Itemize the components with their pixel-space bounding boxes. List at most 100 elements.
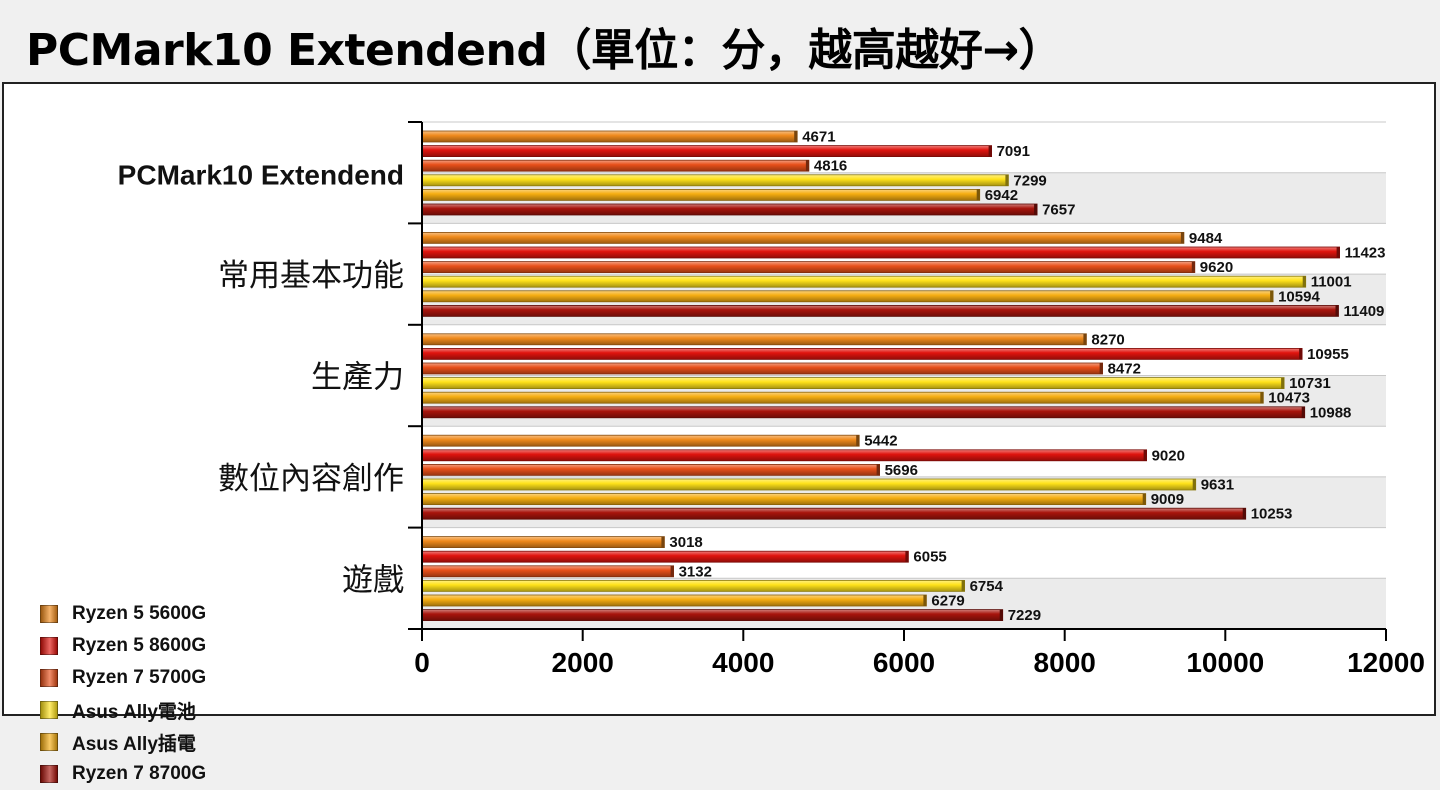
data-label: 10955 — [1307, 346, 1349, 363]
bar — [421, 565, 675, 578]
bar — [421, 130, 798, 143]
x-tick-label: 0 — [414, 647, 430, 678]
bar — [421, 203, 1038, 216]
data-label: 10594 — [1278, 288, 1320, 305]
data-label: 9484 — [1189, 230, 1223, 247]
bar-end-cap — [1281, 377, 1285, 389]
data-label: 10988 — [1310, 404, 1352, 421]
data-label: 5442 — [864, 433, 897, 450]
bar-end-cap — [1336, 247, 1340, 258]
bar — [421, 347, 1303, 360]
bar — [421, 478, 1197, 491]
bar — [421, 333, 1087, 346]
bar-end-cap — [1302, 276, 1306, 288]
legend-swatch — [40, 701, 58, 719]
legend-label: Ryzen 5 5600G — [72, 603, 207, 624]
data-label: 6942 — [985, 187, 1018, 204]
data-label: 6279 — [931, 593, 964, 610]
bar-end-cap — [976, 189, 980, 201]
bar-end-cap — [1191, 261, 1195, 273]
legend-label: Ryzen 7 8700G — [72, 763, 207, 784]
data-label: 3018 — [669, 534, 702, 551]
bar-end-cap — [1143, 449, 1147, 461]
bar — [421, 406, 1306, 419]
bar-end-cap — [1270, 290, 1274, 302]
x-tick-label: 4000 — [712, 647, 774, 678]
x-tick-label: 8000 — [1034, 647, 1096, 678]
bar — [421, 304, 1339, 317]
bar — [421, 507, 1247, 520]
legend-item: Ryzen 7 8700G — [40, 758, 206, 790]
legend-swatch — [40, 669, 58, 687]
legend-item: Ryzen 5 5600G — [40, 598, 206, 630]
data-label: 11423 — [1345, 245, 1386, 262]
bar — [421, 362, 1103, 375]
data-label: 5696 — [885, 462, 918, 479]
x-tick-label: 12000 — [1347, 647, 1425, 678]
category-label: 遊戲 — [342, 562, 404, 598]
bar — [421, 594, 927, 607]
category-label: 數位內容創作 — [218, 461, 404, 497]
data-label: 8472 — [1108, 361, 1141, 378]
bar-end-cap — [1260, 392, 1264, 404]
bar-end-cap — [1034, 204, 1038, 215]
x-tick-label: 10000 — [1186, 647, 1264, 678]
bar-end-cap — [961, 580, 965, 592]
data-label: 3132 — [679, 563, 712, 580]
legend-label: Ryzen 5 8600G — [72, 635, 207, 656]
data-label: 7657 — [1042, 202, 1075, 219]
bar-end-cap — [805, 160, 809, 172]
bar — [421, 231, 1185, 244]
category-label: 生產力 — [311, 360, 404, 396]
legend-label: Asus Ally插電 — [72, 733, 196, 755]
bar — [421, 174, 1009, 187]
data-label: 8270 — [1091, 331, 1124, 348]
data-label: 6055 — [913, 549, 946, 566]
data-label: 11409 — [1344, 303, 1385, 320]
bar-end-cap — [923, 595, 927, 606]
data-label: 10731 — [1289, 375, 1331, 392]
data-label: 6754 — [970, 578, 1004, 595]
data-label: 9009 — [1151, 491, 1184, 508]
legend-swatch — [40, 765, 58, 783]
bar — [421, 493, 1147, 506]
data-label: 7299 — [1013, 172, 1046, 189]
bar — [421, 449, 1147, 462]
bar — [421, 536, 665, 549]
bar-end-cap — [1299, 348, 1303, 360]
bar — [421, 275, 1307, 288]
data-label: 11001 — [1311, 274, 1352, 291]
bar — [421, 145, 992, 157]
data-label: 9020 — [1152, 447, 1185, 464]
bar — [421, 579, 965, 592]
bar — [421, 189, 981, 201]
data-label: 4671 — [802, 129, 835, 146]
bar — [421, 246, 1340, 259]
bar-end-cap — [1192, 479, 1196, 490]
chart-title: PCMark10 Extendend（單位：分，越高越好→） — [26, 25, 1063, 76]
legend-swatch — [40, 605, 58, 623]
bar — [421, 290, 1274, 303]
category-label: PCMark10 Extendend — [118, 160, 404, 191]
bar-end-cap — [1242, 508, 1246, 520]
bar — [421, 377, 1285, 390]
legend-label: Ryzen 7 5700G — [72, 667, 207, 688]
bar-end-cap — [988, 145, 992, 157]
data-label: 9620 — [1200, 259, 1233, 276]
data-label: 9631 — [1201, 477, 1234, 494]
data-label: 10473 — [1268, 390, 1310, 407]
bar — [421, 434, 860, 447]
legend-swatch — [40, 637, 58, 655]
bar-end-cap — [1180, 232, 1184, 244]
bar-end-cap — [1301, 406, 1305, 418]
data-label: 7091 — [997, 143, 1030, 160]
legend-swatch — [40, 733, 58, 751]
bar — [421, 159, 810, 172]
chart-panel: 4671 7091 4816 7299 6942 7657 PCMark10 Extende… — [2, 82, 1436, 784]
bar — [421, 609, 1004, 621]
data-label: 10253 — [1251, 506, 1293, 523]
legend-item: Ryzen 5 8600G — [40, 630, 206, 662]
legend-item: Asus Ally插電 — [40, 726, 206, 758]
category-label: 常用基本功能 — [218, 258, 404, 294]
